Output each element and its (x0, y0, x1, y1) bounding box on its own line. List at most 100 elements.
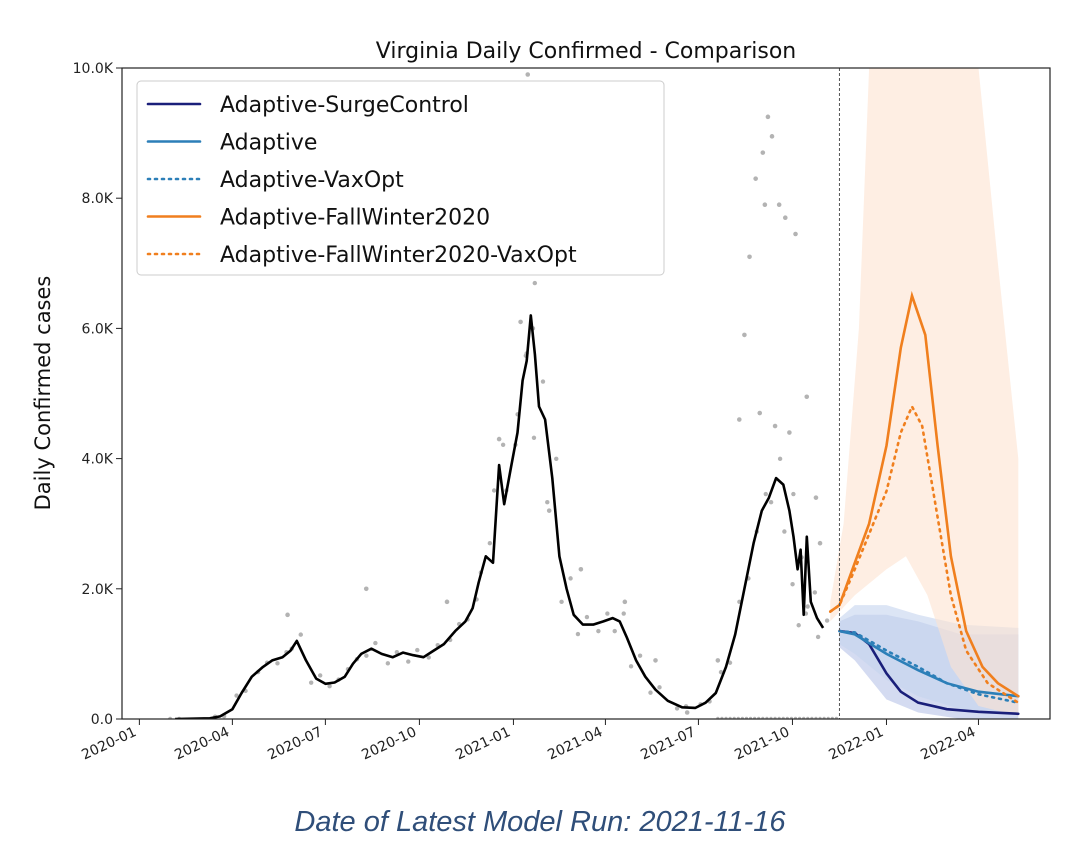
legend-label: Adaptive-FallWinter2020-VaxOpt (220, 243, 577, 268)
raw-point (621, 611, 626, 616)
raw-point (578, 566, 584, 572)
raw-point (385, 661, 391, 666)
series-line-adaptive-fallwinter2020-vaxopt (829, 403, 1020, 704)
raw-point (776, 202, 782, 208)
legend-label: Adaptive (220, 131, 317, 156)
raw-point (753, 176, 758, 181)
raw-point (817, 540, 823, 546)
x-tick-label: 2020-04 (172, 724, 232, 763)
y-tick-label: 6.0K (82, 321, 114, 337)
y-tick-label: 4.0K (82, 452, 114, 468)
raw-point (500, 442, 506, 447)
raw-point (584, 614, 590, 620)
raw-point (545, 500, 550, 505)
chart-title: Virginia Daily Confirmed - Comparison (376, 39, 796, 64)
x-tick-label: 2020-01 (79, 724, 139, 763)
raw-point (554, 456, 559, 462)
raw-point (373, 640, 378, 646)
raw-point (805, 604, 810, 609)
raw-point (757, 410, 763, 416)
y-tick-label: 0.0 (91, 712, 113, 728)
raw-point (622, 599, 628, 605)
y-tick-label: 2.0K (82, 582, 114, 598)
raw-point (742, 332, 747, 338)
legend-label: Adaptive-FallWinter2020 (220, 206, 490, 231)
raw-point (813, 495, 819, 500)
raw-point (782, 215, 788, 221)
x-tick-label: 2020-10 (359, 724, 419, 763)
raw-point (777, 456, 783, 462)
y-tick-label: 10.0K (73, 61, 114, 77)
raw-point (298, 632, 303, 637)
raw-point (575, 631, 581, 637)
raw-point (772, 423, 778, 429)
raw-point (628, 664, 634, 669)
raw-point (426, 655, 431, 660)
raw-point (762, 202, 768, 208)
raw-point (406, 659, 411, 664)
raw-point (815, 634, 821, 640)
raw-point (727, 660, 733, 665)
y-tick-label: 8.0K (82, 191, 114, 207)
raw-point (790, 582, 795, 587)
y-axis-label: Daily Confirmed cases (31, 276, 55, 511)
raw-point (568, 576, 573, 581)
x-tick-label: 2022-04 (918, 724, 978, 763)
raw-point (769, 134, 775, 139)
raw-point (364, 653, 369, 658)
raw-point (804, 394, 810, 400)
raw-point (765, 114, 771, 120)
legend-label: Adaptive-VaxOpt (220, 168, 404, 193)
raw-point (525, 72, 531, 77)
raw-point (737, 417, 742, 422)
raw-point (718, 669, 724, 675)
raw-point (824, 618, 830, 623)
series-line-adaptive (838, 629, 1020, 698)
raw-point (637, 653, 643, 658)
raw-point (415, 647, 420, 653)
series-line-adaptive-vaxopt (838, 629, 1020, 704)
raw-point (532, 280, 538, 286)
raw-point (285, 612, 290, 618)
raw-point (531, 435, 537, 440)
raw-point (275, 661, 280, 666)
raw-point (487, 541, 493, 546)
raw-point (684, 710, 690, 715)
raw-point (308, 680, 314, 685)
x-tick-label: 2021-10 (732, 724, 792, 763)
x-tick-label: 2021-01 (453, 724, 513, 763)
raw-point (747, 254, 752, 260)
legend-box (136, 80, 665, 276)
raw-point (327, 683, 332, 689)
series-line-adaptive-fallwinter2020 (829, 290, 1020, 698)
raw-point (812, 590, 818, 595)
raw-point (648, 690, 653, 695)
raw-point (760, 150, 766, 155)
chart: Virginia Daily Confirmed - Comparison Da… (31, 39, 1051, 763)
model-run-caption: Date of Latest Model Run: 2021-11-16 (294, 806, 786, 838)
raw-point (653, 658, 658, 663)
x-tick-label: 2022-01 (826, 724, 886, 763)
raw-point (793, 231, 798, 237)
raw-point (612, 628, 617, 634)
raw-point (768, 500, 774, 505)
raw-point (791, 491, 796, 497)
raw-point (559, 599, 564, 605)
raw-point (540, 379, 546, 384)
raw-point (715, 658, 721, 663)
raw-point (596, 628, 601, 634)
raw-point (491, 488, 497, 493)
raw-point (234, 693, 239, 698)
raw-point (657, 685, 662, 690)
raw-point (796, 623, 801, 628)
raw-point (782, 529, 787, 534)
raw-point (394, 650, 400, 655)
raw-point (496, 436, 502, 442)
raw-point (363, 586, 369, 592)
raw-point (763, 491, 768, 497)
raw-point (317, 673, 323, 678)
raw-point (518, 319, 523, 325)
x-tick-label: 2021-04 (545, 724, 605, 763)
legend: Adaptive-SurgeControl Adaptive Adaptive-Va… (136, 80, 665, 276)
raw-point (674, 706, 680, 711)
